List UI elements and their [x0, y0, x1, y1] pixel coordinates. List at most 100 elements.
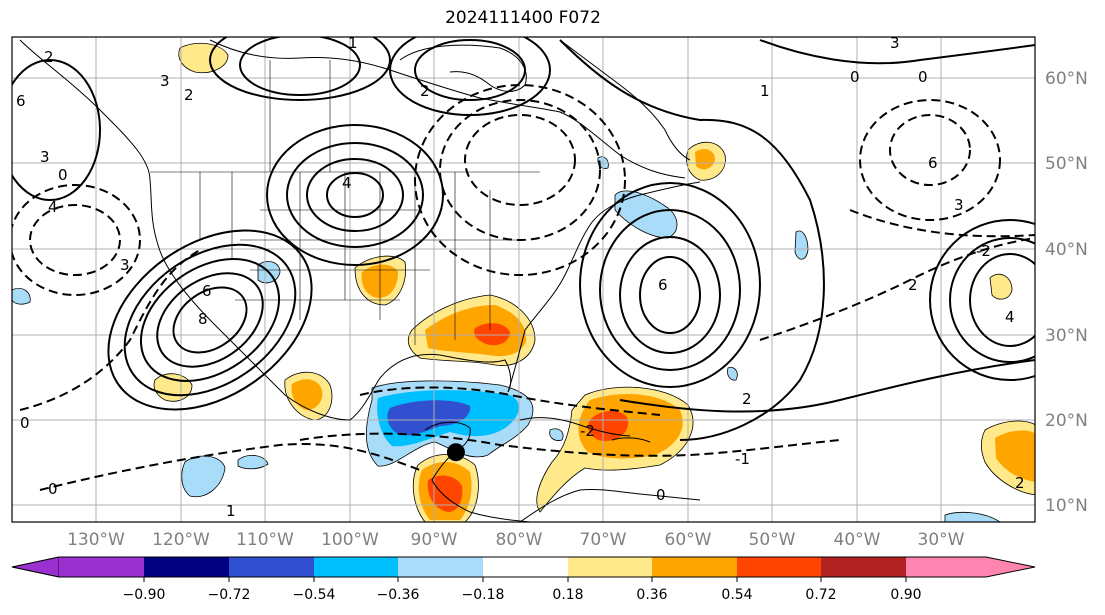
contour-east-atlantic-1 — [969, 253, 1035, 347]
contour-caribbean-trough — [299, 432, 841, 457]
contour-label: 4 — [1005, 308, 1015, 326]
contour-labels: 2 1 3 6 2 3 4 0 4 3 8 6 6 4 0 0 2 3 1 2 … — [16, 34, 1025, 520]
colorbar-tick-label: −0.72 — [208, 587, 251, 603]
colorbar-tick-label: −0.90 — [123, 587, 166, 603]
lon-label: 80°W — [496, 530, 543, 550]
contour-label: 0 — [850, 68, 860, 86]
colorbar-segment — [483, 557, 568, 577]
lat-label: 40°N — [1045, 240, 1088, 260]
contour-plains-3 — [286, 142, 424, 248]
contour-gulf-trough — [359, 386, 661, 416]
colorbar-tick-label: 0.72 — [805, 587, 836, 603]
contour-plains-2 — [306, 158, 404, 232]
contour-mid-atlantic-dash — [759, 237, 1035, 341]
lon-label: 50°W — [749, 530, 796, 550]
contour-label: 0 — [58, 166, 68, 184]
lon-label: 130°W — [67, 530, 125, 550]
contour-label: 0 — [20, 414, 30, 432]
contour-pacific-nw — [12, 59, 101, 201]
contour-east-canada-3 — [414, 84, 626, 276]
lat-label: 10°N — [1045, 496, 1088, 516]
contour-plains-1 — [326, 172, 384, 218]
latitude-labels: 60°N 50°N 40°N 30°N 20°N 10°N — [1045, 69, 1088, 516]
contour-plains-4 — [266, 124, 444, 266]
coast-canada-north — [209, 39, 686, 179]
colorbar-segment — [144, 557, 229, 577]
colorbar-segment — [314, 557, 398, 577]
colorbar-segment — [59, 557, 144, 577]
shade-mexico-orange — [291, 379, 323, 410]
contour-label: 3 — [40, 148, 50, 166]
shade-caribbean-red — [588, 411, 629, 442]
solid-contours — [12, 37, 1035, 441]
shade-atlantic-light-blue-4 — [727, 366, 738, 381]
lat-label: 50°N — [1045, 154, 1088, 174]
contour-pacific-high-2 — [12, 184, 141, 296]
contour-label: 4 — [342, 174, 352, 192]
lon-label: 30°W — [918, 530, 965, 550]
contour-label: 1 — [226, 502, 236, 520]
lat-label: 30°N — [1045, 326, 1088, 346]
shade-mid-atlantic-yellow — [989, 273, 1013, 300]
colorbar-segment — [229, 557, 314, 577]
contour-north-atlantic-2 — [759, 39, 1035, 65]
contour-hudson-1 — [414, 39, 526, 101]
location-marker — [446, 443, 465, 462]
colorbar-segment — [568, 557, 652, 577]
map-title: 2024111400 F072 — [445, 8, 601, 28]
coast-hispaniola — [611, 437, 651, 443]
contour-label: -2 — [580, 422, 595, 440]
contour-atlantic-high-2 — [859, 99, 1001, 221]
contour-west-low-3 — [139, 258, 281, 382]
contour-west-low-4 — [123, 243, 297, 397]
shading-layer — [12, 42, 1035, 522]
colorbar-outline — [11, 556, 1036, 578]
lon-label: 60°W — [665, 530, 712, 550]
colorbar-segment — [398, 557, 483, 577]
contour-alaska-1 — [239, 37, 361, 96]
contour-label: 1 — [348, 34, 358, 52]
contour-label: 3 — [890, 34, 900, 52]
colorbar-segment — [737, 557, 821, 577]
lon-label: 70°W — [580, 530, 627, 550]
coast-florida-east — [507, 181, 701, 393]
coast-south-america — [519, 489, 701, 522]
contour-west-low-1 — [172, 286, 248, 354]
shade-caribbean-light-blue — [549, 428, 564, 441]
contour-label: 3 — [954, 196, 964, 214]
contour-label: 2 — [908, 276, 918, 294]
shade-pacific-light-blue-3 — [12, 287, 31, 305]
coastlines — [19, 39, 701, 522]
coast-gulf — [349, 353, 512, 421]
contour-north-atlantic — [559, 39, 825, 441]
colorbar-tick-label: 0.90 — [890, 587, 921, 603]
contour-east-canada-1 — [464, 114, 576, 206]
longitude-labels: 130°W 120°W 110°W 100°W 90°W 80°W 70°W 6… — [67, 530, 965, 550]
colorbar-segment — [906, 557, 1035, 577]
colorbar-tick-label: −0.18 — [462, 587, 505, 603]
contour-label: 0 — [656, 486, 666, 504]
shade-gulf-dark-blue — [387, 400, 471, 436]
contour-east-atlantic-2 — [949, 237, 1035, 363]
contour-label: 3 — [120, 256, 130, 274]
contour-label: 2 — [420, 82, 430, 100]
shade-pacific-light-blue-1 — [181, 455, 226, 498]
contour-label: 1 — [760, 82, 770, 100]
map-background — [12, 37, 1035, 522]
colorbar-segment — [821, 557, 906, 577]
contour-label: 4 — [48, 198, 58, 216]
contour-east-atlantic-3 — [929, 219, 1035, 381]
contour-label: 3 — [160, 72, 170, 90]
colorbar-ticks — [143, 577, 907, 582]
contour-atlantic-low-3 — [599, 209, 741, 371]
shade-se-us-red — [474, 323, 510, 346]
shade-pacific-light-blue-2 — [237, 454, 269, 470]
contour-label: -1 — [735, 450, 750, 468]
contour-atlantic-dash — [849, 209, 1035, 238]
colorbar-segment — [11, 556, 60, 578]
lon-label: 110°W — [236, 530, 294, 550]
contour-label: -2 — [976, 242, 991, 260]
contour-subtropical — [619, 359, 1035, 413]
contour-label: 6 — [658, 276, 668, 294]
